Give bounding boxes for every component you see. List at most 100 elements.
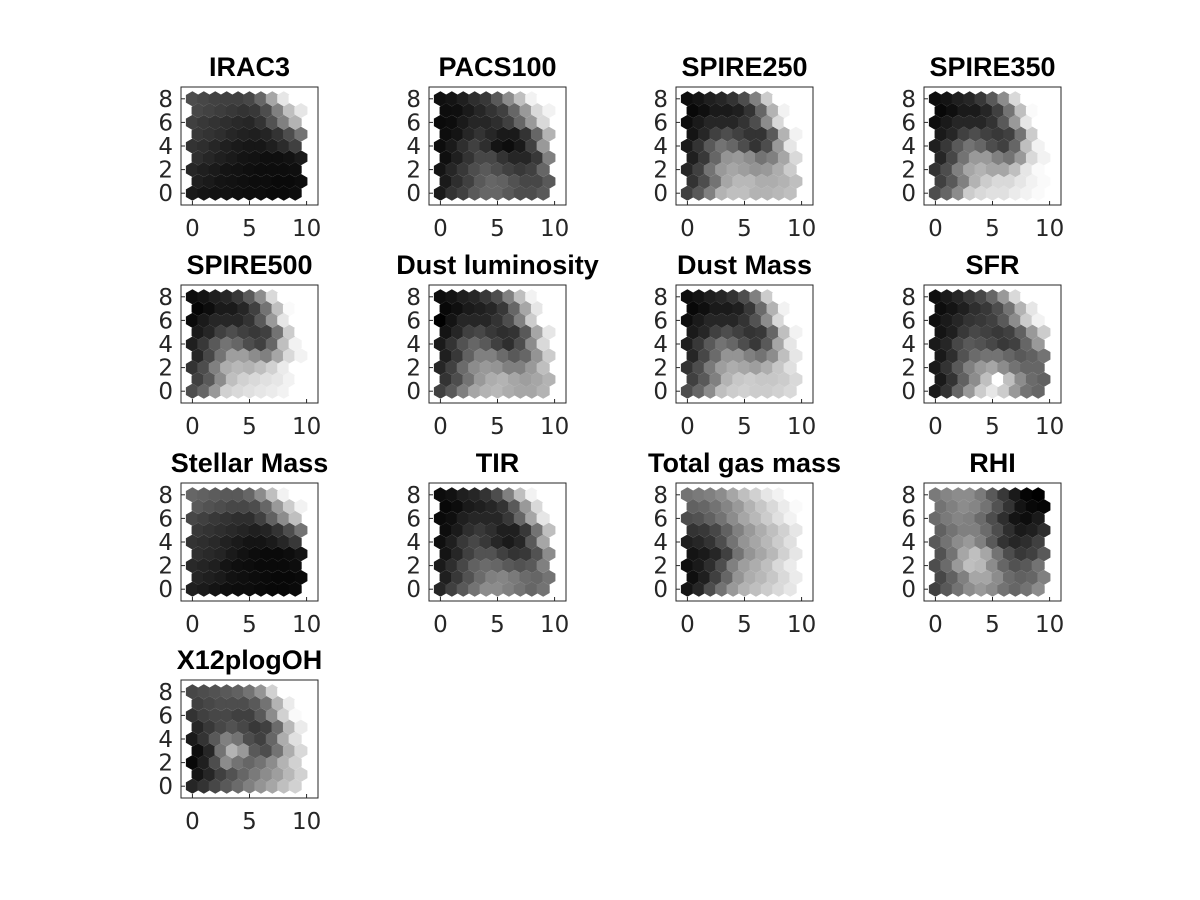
hex-cell — [1037, 499, 1051, 515]
y-tick-label: 6 — [406, 506, 421, 532]
hex-cell — [294, 324, 308, 340]
x-tick-label: 0 — [928, 216, 943, 242]
hex-cell — [1031, 581, 1045, 597]
x-tick-label: 0 — [433, 612, 448, 638]
hex-cell — [536, 91, 550, 107]
y-tick-label: 8 — [406, 483, 421, 509]
hex-cell — [1037, 371, 1051, 387]
x-tick-label: 5 — [242, 414, 257, 440]
hex-cell — [1037, 348, 1051, 364]
hex-cell — [288, 534, 302, 550]
hex-cell — [288, 487, 302, 503]
hex-cell — [294, 348, 308, 364]
y-tick-label: 2 — [901, 356, 916, 382]
y-tick-label: 6 — [406, 110, 421, 136]
y-tick-label: 2 — [653, 554, 668, 580]
y-tick-label: 4 — [901, 134, 916, 160]
y-tick-label: 6 — [406, 308, 421, 334]
x-tick-label: 5 — [737, 414, 752, 440]
x-tick-label: 5 — [242, 216, 257, 242]
hex-cell — [536, 558, 550, 574]
hex-cell — [783, 534, 797, 550]
hex-cell — [1037, 301, 1051, 317]
hex-cell — [288, 114, 302, 130]
x-tick-label: 0 — [928, 612, 943, 638]
hex-cell — [288, 162, 302, 178]
x-tick-label: 10 — [1035, 612, 1064, 638]
y-tick-label: 2 — [901, 554, 916, 580]
y-tick-label: 6 — [653, 506, 668, 532]
x-tick-label: 10 — [1035, 414, 1064, 440]
hex-cell — [789, 150, 803, 166]
hex-cell — [542, 324, 556, 340]
hex-cell — [1037, 522, 1051, 538]
y-tick-label: 4 — [653, 332, 668, 358]
hex-cell — [536, 360, 550, 376]
hex-cell — [1037, 103, 1051, 119]
panel-title: SPIRE500 — [186, 250, 312, 280]
hex-cell — [294, 522, 308, 538]
hex-cell — [789, 499, 803, 515]
panel-title: X12plogOH — [177, 645, 323, 675]
x-tick-label: 10 — [292, 216, 321, 242]
y-tick-label: 4 — [653, 134, 668, 160]
y-tick-label: 2 — [158, 751, 173, 777]
hex-cell — [288, 731, 302, 747]
hex-cell — [542, 103, 556, 119]
hex-cell — [288, 185, 302, 201]
hex-cell — [783, 360, 797, 376]
hex-cell — [1037, 546, 1051, 562]
y-tick-label: 4 — [158, 530, 173, 556]
y-tick-label: 0 — [901, 379, 916, 405]
y-tick-label: 4 — [406, 530, 421, 556]
x-tick-label: 0 — [185, 414, 200, 440]
hex-cell — [294, 103, 308, 119]
hex-cell — [536, 534, 550, 550]
panel-title: Total gas mass — [648, 448, 841, 478]
hex-cell — [288, 91, 302, 107]
hex-cell — [542, 569, 556, 585]
hex-cell — [1031, 91, 1045, 107]
x-tick-label: 5 — [737, 612, 752, 638]
hex-cell — [294, 371, 308, 387]
hex-cell — [288, 755, 302, 771]
panel-title: IRAC3 — [209, 52, 290, 82]
hex-cell — [288, 383, 302, 399]
hex-cell — [294, 569, 308, 585]
y-tick-label: 6 — [158, 308, 173, 334]
y-tick-label: 8 — [901, 483, 916, 509]
hex-cell — [783, 91, 797, 107]
hex-cell — [783, 312, 797, 328]
hex-cell — [783, 510, 797, 526]
x-tick-label: 0 — [680, 612, 695, 638]
y-tick-label: 6 — [901, 506, 916, 532]
hex-cell — [783, 162, 797, 178]
hex-cell — [1031, 336, 1045, 352]
hex-cell — [783, 289, 797, 305]
hex-cell — [1031, 138, 1045, 154]
y-tick-label: 2 — [158, 356, 173, 382]
y-tick-label: 0 — [158, 181, 173, 207]
hex-cell — [288, 138, 302, 154]
hex-cell — [294, 766, 308, 782]
x-tick-label: 10 — [787, 612, 816, 638]
hex-cell — [542, 522, 556, 538]
y-tick-label: 2 — [406, 554, 421, 580]
y-tick-label: 2 — [158, 554, 173, 580]
hex-cell — [294, 696, 308, 712]
hex-cell — [783, 138, 797, 154]
hex-cell — [1037, 126, 1051, 142]
hex-cell — [1037, 569, 1051, 585]
x-tick-label: 10 — [540, 414, 569, 440]
y-tick-label: 2 — [653, 356, 668, 382]
y-tick-label: 6 — [158, 703, 173, 729]
y-tick-label: 6 — [653, 308, 668, 334]
x-tick-label: 10 — [292, 414, 321, 440]
